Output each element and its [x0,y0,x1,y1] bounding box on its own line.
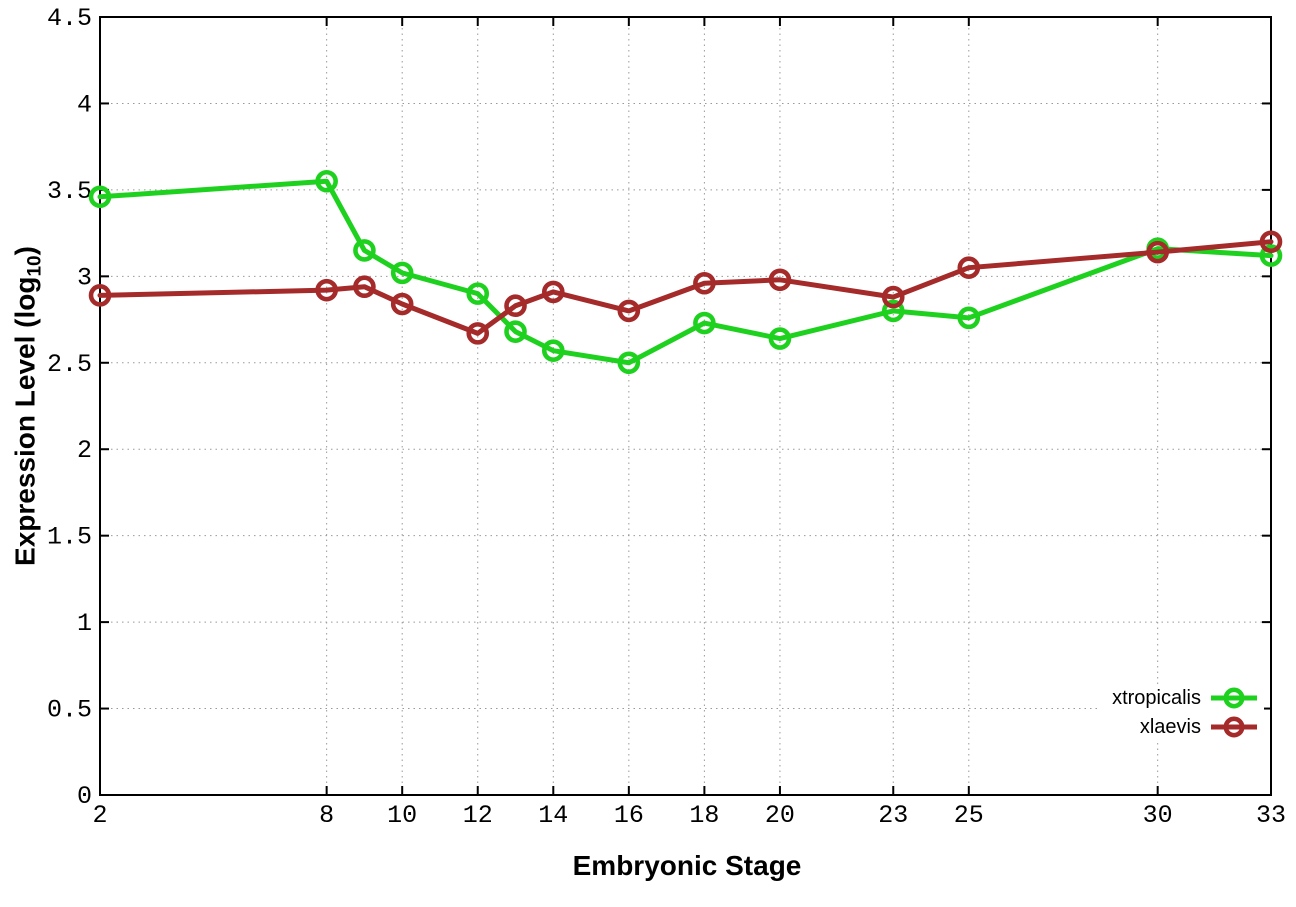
gridlines [100,17,1271,795]
data-point-xtropicalis [881,299,905,323]
y-tick-label: 3 [77,263,92,292]
y-tick-label: 0.5 [47,696,92,725]
data-point-xlaevis [768,268,792,292]
x-tick-label: 10 [387,801,417,830]
y-tick-label: 4 [77,90,92,119]
data-point-xlaevis [693,271,716,295]
data-point-xlaevis [88,284,112,307]
data-point-xtropicalis [315,169,338,193]
data-point-xlaevis [1259,230,1283,254]
y-tick-label: 2 [77,436,92,465]
data-point-xlaevis [466,322,490,345]
series-line-xtropicalis [97,178,1274,366]
legend-marker-xtropicalis [1211,687,1257,709]
data-point-xtropicalis [957,306,981,330]
legend-label-xlaevis: xlaevis [1139,716,1201,738]
x-tick-label: 12 [463,801,493,830]
x-axis-label: Embryonic Stage [572,850,802,881]
data-point-xlaevis [881,285,905,309]
x-tick-label: 25 [954,801,984,830]
x-tick-label: 8 [319,801,334,830]
plot-border [99,16,1272,796]
y-tick-label: 0 [77,782,92,811]
data-point-xtropicalis [353,239,376,262]
data-point-xtropicalis [390,261,414,285]
x-tick-label: 20 [765,801,795,830]
data-point-xtropicalis [504,320,527,343]
y-tick-label: 1 [77,609,92,638]
x-tick-label: 16 [614,801,644,830]
data-point-xlaevis [504,294,527,318]
legend-label-xtropicalis: xtropicalis [1112,687,1201,709]
y-axis-label-subscript: 10 [24,255,46,277]
x-tick-label: 2 [92,801,107,830]
y-axis-label-text: Expression Level (log [9,276,41,566]
data-point-xlaevis [353,275,376,299]
data-point-xlaevis [315,278,338,302]
x-tick-label: 23 [878,801,908,830]
y-axis-label-suffix: ) [9,246,41,256]
x-tick-label: 30 [1143,801,1173,830]
data-point-xtropicalis [541,339,565,362]
data-point-xlaevis [957,256,981,279]
legend-item-xlaevis: xlaevis [1112,715,1258,739]
y-axis-label: Expression Level (log10) [10,246,47,566]
y-tick-label: 2.5 [47,350,92,379]
data-point-xlaevis [1146,240,1169,264]
data-point-xtropicalis [1259,244,1283,267]
data-point-xtropicalis [466,282,490,305]
x-tick-label: 33 [1256,801,1286,830]
legend-item-xtropicalis: xtropicalis [1112,686,1258,710]
series-markers-xtropicalis [88,169,1283,375]
data-point-xtropicalis [617,351,641,375]
tick-labels: 2 8 10 12 14 16 18 20 23 25 30 33 0 0.5 1 1.5 2 2.5 3 3.5 4 4… [47,4,1286,830]
data-point-xtropicalis [768,327,792,350]
data-point-xlaevis [541,280,565,304]
series-line-xlaevis [97,239,1274,336]
x-tick-label: 14 [538,801,568,830]
y-tick-label: 1.5 [47,523,92,552]
legend-marker-xlaevis [1211,716,1257,738]
y-tick-label: 4.5 [47,4,92,33]
data-point-xtropicalis [693,311,716,335]
y-tick-label: 3.5 [47,177,92,206]
x-tick-label: 18 [689,801,719,830]
tick-marks [99,16,1272,796]
legend: xtropicalis xlaevis [1100,684,1264,741]
data-point-xtropicalis [88,185,112,209]
data-point-xlaevis [617,299,641,323]
data-point-xlaevis [390,292,414,316]
series-markers-xlaevis [88,230,1283,345]
